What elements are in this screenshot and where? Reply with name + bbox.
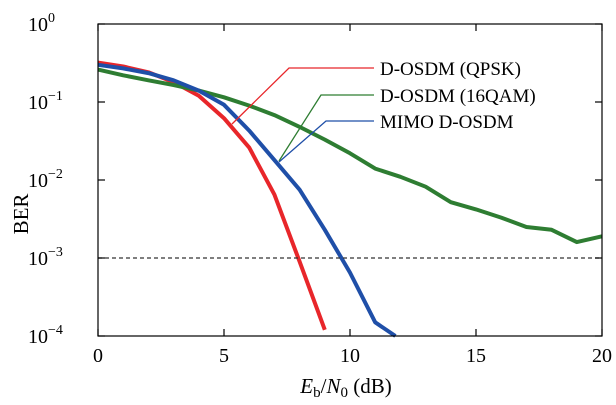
- x-tick-label-20: 20: [592, 345, 612, 367]
- x-tick-labels: 0 5 10 15 20: [93, 345, 612, 367]
- legend: D-OSDM (QPSK) D-OSDM (16QAM) MIMO D-OSDM: [231, 59, 536, 163]
- x-tick-label-0: 0: [93, 345, 103, 367]
- y-tick-label-4: 10−4: [28, 323, 63, 348]
- y-tick-label-1: 10−1: [28, 89, 63, 114]
- x-tick-label-5: 5: [219, 345, 229, 367]
- legend-label-2: D-OSDM (16QAM): [380, 86, 536, 107]
- legend-leader-2: [278, 94, 374, 162]
- plot-area: [97, 23, 603, 338]
- plot-frame: [97, 23, 603, 337]
- legend-label-3: MIMO D-OSDM: [380, 112, 514, 133]
- series-layer: [97, 60, 603, 338]
- legend-leader-1: [231, 67, 374, 125]
- y-tick-label-0: 100: [28, 11, 55, 36]
- x-tick-label-10: 10: [340, 345, 360, 367]
- x-axis-unit: (dB): [348, 374, 392, 398]
- legend-leader-3: [278, 120, 374, 163]
- series-line-1: [97, 60, 327, 331]
- tick-marks: [97, 23, 603, 337]
- x-axis-sub-0: 0: [340, 385, 348, 401]
- y-axis-title: BER: [9, 194, 33, 235]
- y-tick-label-3: 10−3: [28, 245, 63, 270]
- series-line-2: [97, 67, 603, 245]
- legend-label-1: D-OSDM (QPSK): [380, 59, 521, 80]
- x-axis-sub-b: b: [313, 385, 321, 401]
- x-axis-var-e: E: [299, 374, 313, 398]
- y-tick-label-2: 10−2: [28, 167, 63, 192]
- series-line-3: [97, 62, 397, 338]
- x-axis-title: Eb/N0 (dB): [299, 374, 391, 401]
- y-tick-labels: 100 10−1 10−2 10−3 10−4: [28, 11, 63, 348]
- x-tick-label-15: 15: [466, 345, 486, 367]
- x-axis-var-n: N: [325, 374, 341, 398]
- x-axis-slash: /: [321, 374, 327, 398]
